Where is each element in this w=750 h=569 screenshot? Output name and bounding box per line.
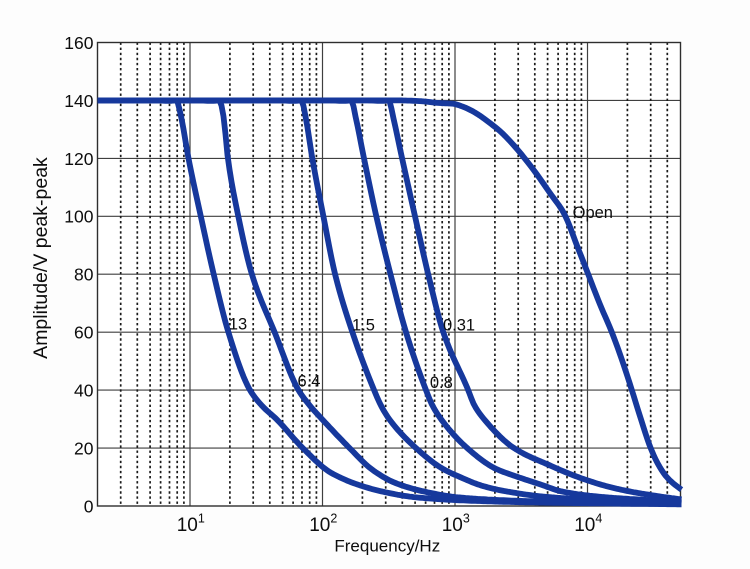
svg-text:Open: Open xyxy=(573,204,613,222)
svg-text:60: 60 xyxy=(74,323,94,343)
svg-text:120: 120 xyxy=(64,149,93,169)
svg-text:160: 160 xyxy=(64,33,93,53)
svg-text:40: 40 xyxy=(74,381,94,401)
svg-text:6.4: 6.4 xyxy=(298,372,321,390)
svg-text:102: 102 xyxy=(309,511,337,536)
svg-text:100: 100 xyxy=(64,207,93,227)
svg-text:0: 0 xyxy=(84,496,94,516)
svg-text:1.5: 1.5 xyxy=(352,316,375,334)
svg-text:80: 80 xyxy=(74,265,94,285)
svg-text:Frequency/Hz: Frequency/Hz xyxy=(334,536,440,555)
svg-text:13: 13 xyxy=(229,316,247,334)
svg-text:0.31: 0.31 xyxy=(443,316,475,334)
svg-text:20: 20 xyxy=(74,439,94,459)
svg-text:Amplitude/V peak-peak: Amplitude/V peak-peak xyxy=(30,157,52,359)
svg-text:0.8: 0.8 xyxy=(430,374,453,392)
svg-text:140: 140 xyxy=(64,91,93,111)
